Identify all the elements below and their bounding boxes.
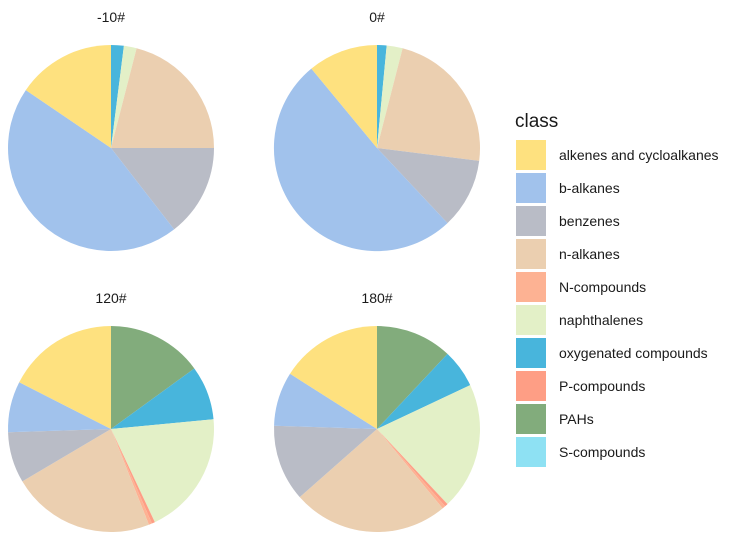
- pie-panel: 120#: [7, 290, 214, 533]
- panel-title: -10#: [97, 9, 125, 25]
- legend-label-scompounds: S-compounds: [559, 444, 645, 460]
- legend-label-benzenes: benzenes: [559, 213, 620, 229]
- pie-slice-pcompounds: [377, 429, 448, 507]
- pie-slice-alkenes: [25, 45, 112, 148]
- pie-panel: 180#: [273, 290, 481, 532]
- pie-panel: -10#: [7, 9, 214, 252]
- panel-title: 120#: [95, 290, 126, 306]
- legend-label-naphthalenes: naphthalenes: [559, 312, 643, 328]
- pie-slice-ncompounds: [377, 429, 446, 509]
- panel-title: 0#: [369, 9, 385, 25]
- pie-slice-oxygenated: [111, 368, 214, 429]
- legend: class alkenes and cycloalkanes b-alkanes b…: [515, 111, 719, 467]
- legend-label-ncompounds: N-compounds: [559, 279, 646, 295]
- pie-slice-benzenes: [111, 148, 214, 230]
- legend-swatch-oxygenated: [516, 338, 546, 368]
- pie-slice-ncompounds: [111, 429, 152, 525]
- legend-label-nalkanes: n-alkanes: [559, 246, 620, 262]
- pie-slice-naphthalenes: [377, 385, 481, 505]
- pie-slice-balkanes: [7, 382, 112, 433]
- pie-slice-oxygenated: [111, 44, 124, 148]
- pie-slice-nalkanes: [299, 429, 443, 532]
- pie-slice-pahs: [377, 326, 448, 429]
- legend-swatch-alkenes: [516, 140, 546, 170]
- pie-slice-benzenes: [377, 148, 480, 224]
- legend-label-pcompounds: P-compounds: [559, 378, 645, 394]
- legend-label-alkenes: alkenes and cycloalkanes: [559, 147, 719, 163]
- pie-slice-oxygenated: [377, 45, 387, 148]
- legend-swatch-benzenes: [516, 206, 546, 236]
- legend-swatch-scompounds: [516, 437, 546, 467]
- pie-slice-naphthalenes: [377, 45, 403, 148]
- panel-title: 180#: [361, 290, 392, 306]
- pie-slice-alkenes: [311, 45, 377, 148]
- legend-title: class: [515, 111, 558, 132]
- pie-slice-alkenes: [19, 326, 112, 429]
- pie-slice-balkanes: [273, 68, 448, 252]
- pie-slice-nalkanes: [111, 48, 214, 148]
- pie-slice-benzenes: [273, 425, 377, 498]
- pie-panels: -10# 0# 120# 180#: [7, 9, 481, 533]
- legend-swatch-naphthalenes: [516, 305, 546, 335]
- legend-label-oxygenated: oxygenated compounds: [559, 345, 708, 361]
- legend-swatch-pahs: [516, 404, 546, 434]
- legend-label-pahs: PAHs: [559, 411, 594, 427]
- legend-swatch-balkanes: [516, 173, 546, 203]
- pie-slice-nalkanes: [22, 429, 149, 533]
- pie-slice-benzenes: [8, 429, 111, 482]
- legend-label-balkanes: b-alkanes: [559, 180, 620, 196]
- pie-slice-naphthalenes: [111, 45, 137, 149]
- pie-slice-balkanes: [7, 90, 175, 252]
- pie-slice-oxygenated: [377, 353, 471, 429]
- legend-swatch-ncompounds: [516, 272, 546, 302]
- pie-slice-alkenes: [290, 326, 377, 429]
- pie-slice-pahs: [111, 326, 195, 429]
- pie-panel: 0#: [273, 9, 481, 252]
- pie-slice-pcompounds: [111, 429, 155, 524]
- pie-slice-balkanes: [274, 373, 377, 429]
- pie-slice-naphthalenes: [111, 419, 214, 523]
- legend-swatch-pcompounds: [516, 371, 546, 401]
- pie-slice-nalkanes: [377, 48, 481, 161]
- legend-swatch-nalkanes: [516, 239, 546, 269]
